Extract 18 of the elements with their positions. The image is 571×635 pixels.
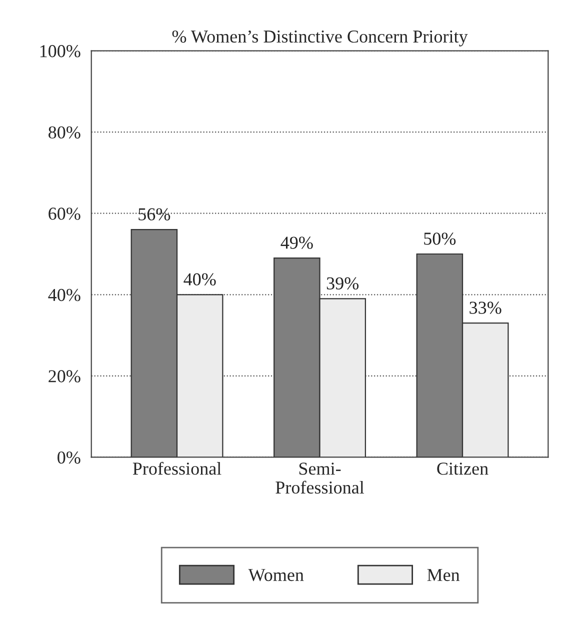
y-tick-label: 80% xyxy=(48,126,80,139)
y-tick-label: 0% xyxy=(58,451,80,464)
y-tick-label: 60% xyxy=(48,208,80,220)
chart-title: % Women’s Distinctive Concern Priority xyxy=(172,30,468,46)
data-label: 50% xyxy=(424,232,456,245)
y-tick-label: 100% xyxy=(40,45,80,58)
x-tick-label: Semi- Professional xyxy=(276,462,364,494)
legend-label: Men xyxy=(427,569,460,582)
data-label: 33% xyxy=(470,302,502,314)
x-tick-label: Citizen xyxy=(437,462,488,475)
y-tick-label: 20% xyxy=(48,370,80,382)
y-tick-label: 40% xyxy=(48,288,80,302)
data-label: 39% xyxy=(326,277,359,290)
x-tick-label: Professional xyxy=(132,462,222,475)
legend-label: Women xyxy=(248,569,304,582)
data-label: 40% xyxy=(184,273,216,286)
data-label: 56% xyxy=(138,208,170,220)
data-label: 49% xyxy=(280,236,313,249)
